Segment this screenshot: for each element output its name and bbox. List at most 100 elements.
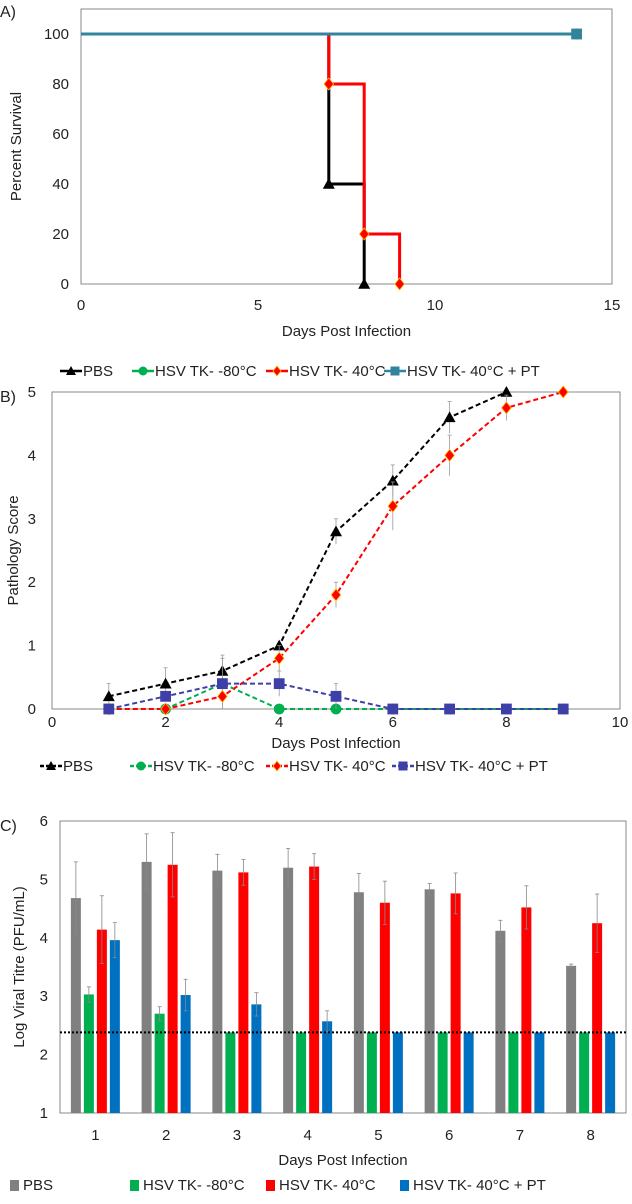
data-point bbox=[501, 401, 512, 415]
data-point bbox=[160, 690, 171, 702]
legend-swatch bbox=[130, 1180, 139, 1191]
data-point bbox=[387, 499, 399, 513]
legend-label: HSV TK- -80°C bbox=[143, 1177, 245, 1194]
series-line bbox=[81, 32, 402, 284]
bar bbox=[141, 861, 152, 1113]
y-tick-label: 5 bbox=[28, 384, 36, 401]
bar bbox=[437, 1032, 448, 1113]
legend-label: PBS bbox=[63, 758, 93, 775]
legend-label: HSV TK- 40°C bbox=[289, 363, 386, 380]
legend-label: HSV TK- 40°C + PT bbox=[415, 758, 548, 775]
data-point bbox=[330, 525, 342, 537]
x-tick-label: 8 bbox=[502, 714, 510, 731]
bar bbox=[70, 898, 81, 1113]
y-tick-label: 1 bbox=[28, 638, 36, 655]
data-point bbox=[358, 278, 371, 289]
bar bbox=[450, 893, 461, 1113]
legend-swatch bbox=[266, 1180, 275, 1191]
data-point bbox=[387, 703, 399, 715]
bar bbox=[379, 902, 390, 1113]
legend-marker bbox=[272, 365, 282, 377]
data-point bbox=[501, 703, 512, 715]
x-tick-label: 5 bbox=[374, 1127, 382, 1144]
legend-label: HSV TK- -80°C bbox=[153, 758, 255, 775]
bar bbox=[83, 994, 94, 1113]
legend-label: PBS bbox=[83, 363, 113, 380]
bar bbox=[534, 1032, 545, 1113]
legend-marker bbox=[66, 366, 76, 375]
data-point bbox=[358, 227, 370, 241]
bar bbox=[238, 872, 249, 1113]
bar bbox=[392, 1032, 403, 1113]
x-tick-label: 2 bbox=[161, 714, 169, 731]
bar bbox=[508, 1032, 519, 1113]
bar bbox=[366, 1032, 377, 1113]
panel-label: C) bbox=[0, 818, 17, 835]
x-tick-label: 8 bbox=[586, 1127, 594, 1144]
y-tick-label: 3 bbox=[28, 511, 36, 528]
data-point bbox=[160, 702, 171, 716]
plot-area bbox=[80, 8, 613, 285]
legend-marker bbox=[136, 761, 146, 771]
x-tick-label: 0 bbox=[48, 714, 56, 731]
legend-label: HSV TK- -80°C bbox=[155, 363, 257, 380]
y-tick-label: 80 bbox=[52, 76, 69, 93]
y-tick-label: 100 bbox=[44, 26, 69, 43]
series-line bbox=[81, 32, 366, 284]
bar bbox=[296, 1032, 307, 1113]
data-point bbox=[443, 411, 456, 423]
panel-label: B) bbox=[0, 389, 16, 406]
x-tick-label: 15 bbox=[604, 297, 621, 314]
x-tick-label: 1 bbox=[91, 1127, 99, 1144]
data-point bbox=[394, 277, 405, 291]
y-tick-label: 1 bbox=[40, 1105, 48, 1122]
bar bbox=[605, 1032, 616, 1113]
x-tick-label: 4 bbox=[275, 714, 283, 731]
y-tick-label: 5 bbox=[40, 871, 48, 888]
x-tick-label: 10 bbox=[612, 714, 629, 731]
y-tick-label: 4 bbox=[40, 930, 48, 947]
data-point bbox=[217, 689, 228, 703]
x-tick-label: 10 bbox=[427, 297, 444, 314]
bar bbox=[579, 1032, 590, 1113]
y-tick-label: 2 bbox=[40, 1047, 48, 1064]
legend-swatch bbox=[400, 1180, 409, 1191]
y-tick-label: 40 bbox=[52, 176, 69, 193]
y-axis-label: Percent Survival bbox=[8, 92, 25, 201]
y-tick-label: 0 bbox=[61, 276, 69, 293]
x-tick-label: 0 bbox=[77, 297, 85, 314]
plot-area bbox=[59, 820, 627, 1114]
x-tick-label: 6 bbox=[445, 1127, 453, 1144]
y-tick-label: 3 bbox=[40, 988, 48, 1005]
bar bbox=[96, 929, 107, 1113]
legend-swatch bbox=[10, 1180, 19, 1191]
legend-label: PBS bbox=[23, 1177, 53, 1194]
y-tick-label: 4 bbox=[28, 447, 36, 464]
bar bbox=[309, 866, 320, 1113]
series-line bbox=[108, 391, 564, 710]
bar bbox=[424, 889, 435, 1113]
bar bbox=[495, 930, 506, 1113]
y-tick-label: 60 bbox=[52, 126, 69, 143]
legend-marker bbox=[272, 760, 282, 772]
data-point bbox=[323, 77, 335, 91]
data-point bbox=[571, 28, 582, 40]
bar bbox=[353, 892, 364, 1113]
x-tick-label: 6 bbox=[389, 714, 397, 731]
legend-marker bbox=[398, 761, 408, 771]
data-point bbox=[159, 677, 172, 689]
data-point bbox=[444, 448, 455, 463]
x-tick-label: 4 bbox=[303, 1127, 311, 1144]
legend-marker bbox=[138, 366, 148, 376]
panel-label: A) bbox=[0, 4, 16, 21]
data-point bbox=[273, 678, 285, 690]
x-tick-label: 3 bbox=[233, 1127, 241, 1144]
data-point bbox=[322, 178, 335, 189]
x-tick-label: 5 bbox=[254, 297, 262, 314]
x-axis-label: Days Post Infection bbox=[278, 1152, 407, 1169]
data-point bbox=[330, 690, 342, 702]
bar bbox=[212, 870, 223, 1113]
x-tick-label: 2 bbox=[162, 1127, 170, 1144]
plot-area bbox=[51, 391, 621, 710]
